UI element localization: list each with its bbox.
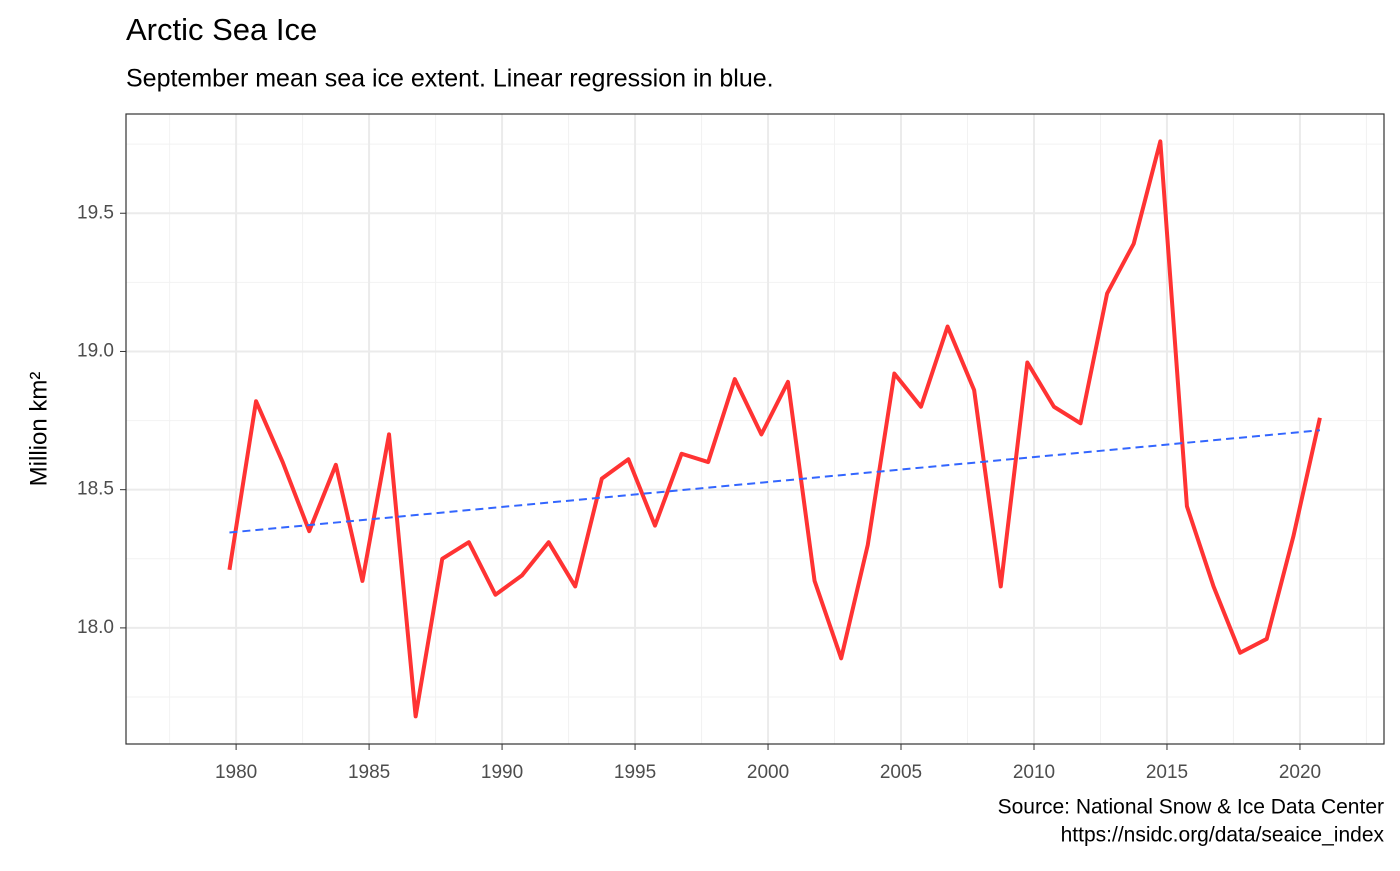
y-tick-label: 19.5 bbox=[77, 202, 114, 223]
regression-line bbox=[229, 429, 1320, 534]
x-tick-label: 1990 bbox=[481, 762, 523, 783]
x-tick-label: 2010 bbox=[1013, 762, 1055, 783]
y-tick-label: 19.0 bbox=[77, 340, 114, 361]
caption: Source: National Snow & Ice Data Center bbox=[998, 796, 1384, 819]
chart-title: Arctic Sea Ice bbox=[126, 12, 317, 47]
x-tick-label: 2015 bbox=[1146, 762, 1188, 783]
x-tick-label: 1980 bbox=[215, 762, 257, 783]
y-axis-label: Million km² bbox=[25, 372, 52, 487]
x-tick-label: 2005 bbox=[880, 762, 922, 783]
data-line bbox=[227, 139, 1322, 719]
x-tick-label: 1995 bbox=[614, 762, 656, 783]
panel-border bbox=[125, 113, 1385, 745]
x-tick-label: 1985 bbox=[348, 762, 390, 783]
chart-subtitle: September mean sea ice extent. Linear re… bbox=[126, 65, 774, 93]
x-tick-label: 2020 bbox=[1279, 762, 1321, 783]
y-tick-label: 18.5 bbox=[77, 479, 114, 500]
y-tick-label: 18.0 bbox=[77, 617, 114, 638]
x-tick-label: 2000 bbox=[747, 762, 789, 783]
caption: https://nsidc.org/data/seaice_index bbox=[1061, 824, 1385, 847]
